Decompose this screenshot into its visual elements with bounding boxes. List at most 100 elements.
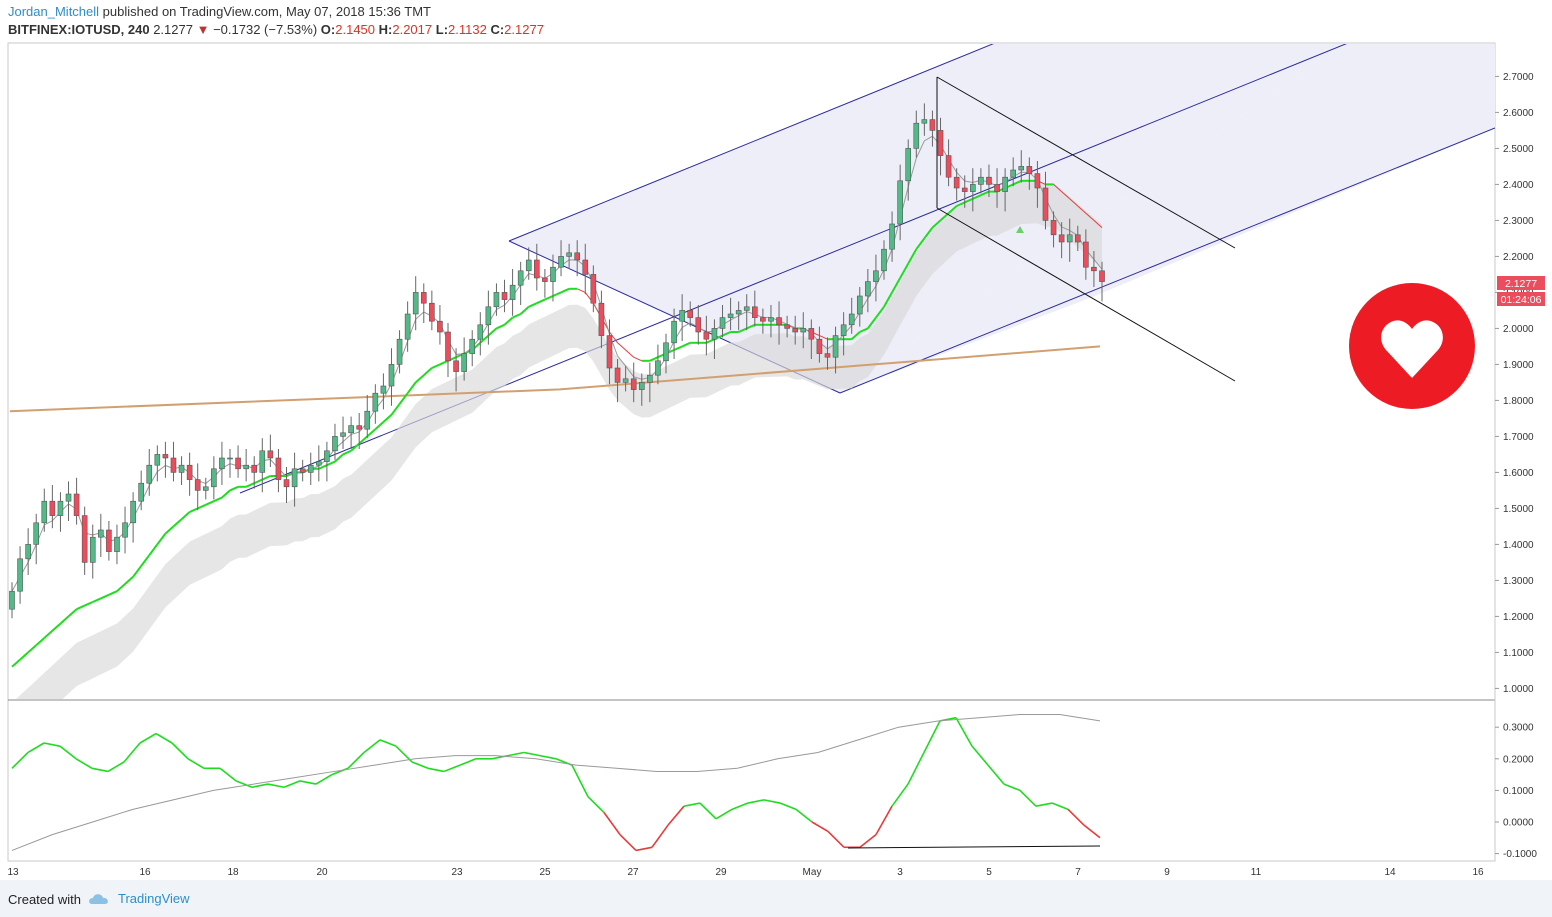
time-axis[interactable]: 13 16 18 20 23 25 27 29 May 3 5 7 9 11 14 16	[7, 867, 1484, 878]
ema-segment	[180, 511, 191, 520]
author-link[interactable]: Jordan_Mitchell	[8, 4, 100, 19]
osc-segment	[27, 742, 45, 754]
osc-segment	[699, 802, 717, 820]
fast-ma-polyline	[11, 135, 1103, 592]
ema-band-cloud	[16, 180, 1102, 699]
candle-body	[840, 324, 847, 336]
osc-segment	[1051, 802, 1069, 811]
x-tick-label: 20	[316, 867, 328, 878]
signal-arrow-icon	[1016, 226, 1024, 233]
ema-segment	[487, 327, 498, 337]
ema-segment	[722, 331, 731, 337]
oscillator-axis[interactable]: 0.3000 0.2000 0.1000 0.0000 -0.1000	[1495, 723, 1537, 860]
candle-body	[945, 155, 952, 178]
osc-segment	[171, 742, 189, 760]
candle-body	[582, 259, 589, 275]
osc-segment	[59, 745, 77, 760]
osc-segment	[427, 767, 445, 773]
osc-segment	[1003, 783, 1021, 792]
trendline-lower[interactable]	[936, 207, 1236, 382]
ema-segment	[439, 359, 449, 366]
candle-body	[348, 425, 354, 434]
osc-segment	[651, 824, 669, 848]
x-tick-label: 9	[1164, 867, 1170, 878]
candle-body	[509, 284, 516, 300]
osc-segment	[507, 751, 525, 757]
ema-segment	[544, 295, 554, 301]
candle-body	[98, 529, 104, 538]
candle-body	[808, 328, 815, 340]
ema-segment	[819, 335, 828, 340]
price-change: −0.1732 (−7.53%)	[213, 22, 318, 37]
ema-segment	[552, 291, 562, 297]
y-tick-label: 2.5000	[1503, 144, 1534, 155]
candle-body	[275, 457, 282, 480]
candle-body	[130, 500, 136, 524]
ema-segment	[326, 460, 336, 467]
candle-body	[905, 148, 912, 182]
candle-body	[243, 464, 249, 470]
candle-body	[873, 270, 879, 282]
ema-segment	[27, 644, 37, 654]
osc-segment	[619, 834, 637, 852]
candle-body	[283, 479, 290, 488]
osc-divergence-line[interactable]	[847, 845, 1101, 849]
candle-body	[299, 468, 306, 473]
candle-body	[162, 454, 169, 459]
candle-body	[784, 324, 790, 329]
x-tick-label: 23	[451, 867, 463, 878]
ema-segment	[528, 302, 538, 308]
osc-segment	[571, 764, 589, 798]
candle-body	[550, 266, 556, 282]
channel-lower-line[interactable]	[839, 127, 1495, 394]
countdown-tag-text: 01:24:06	[1501, 294, 1542, 306]
x-tick-label: 11	[1251, 867, 1262, 878]
symbol-name[interactable]: BITFINEX:IOTUSD, 240	[8, 22, 150, 37]
candle-body	[921, 119, 928, 124]
candle-body	[1010, 169, 1016, 178]
osc-segment	[107, 761, 125, 773]
candle-body	[792, 328, 798, 333]
candle-body	[493, 292, 500, 308]
x-tick-label: 27	[627, 867, 639, 878]
ema-segment	[318, 464, 328, 470]
candle-body	[211, 468, 217, 488]
osc-segment	[459, 758, 477, 766]
candle-body	[364, 410, 371, 430]
price-chart[interactable]: 2.70002.60002.50002.40002.30002.20002.10…	[0, 0, 1552, 880]
heart-badge[interactable]	[1349, 283, 1475, 409]
ema-segment	[883, 291, 893, 308]
candle-body	[501, 292, 508, 300]
open-value: 2.1450	[335, 22, 376, 37]
candle-body	[598, 302, 605, 336]
candle-body	[445, 331, 451, 362]
trendline-upper[interactable]	[936, 76, 1236, 249]
price-axis[interactable]: 2.70002.60002.50002.40002.30002.20002.10…	[1495, 72, 1534, 695]
osc-segment	[907, 752, 925, 785]
osc-segment	[379, 739, 397, 747]
publish-text: published on TradingView.com, May 07, 20…	[102, 4, 431, 19]
ema-segment	[366, 428, 376, 438]
last-price-tag: 2.1277	[1497, 276, 1545, 290]
osc-tick-label: 0.3000	[1503, 723, 1534, 734]
candle-body	[711, 328, 718, 340]
y-tick-label: 1.1000	[1503, 648, 1534, 659]
candle-body	[743, 306, 750, 311]
ema-segment	[520, 306, 530, 315]
candle-body	[307, 464, 314, 473]
candle-body	[1083, 241, 1089, 268]
osc-segment	[219, 767, 237, 782]
tradingview-link[interactable]: TradingView	[118, 891, 190, 906]
candle-body	[913, 122, 920, 149]
candle-body	[485, 306, 492, 326]
candle-body	[614, 367, 621, 383]
candle-body	[638, 382, 645, 390]
candle-body	[106, 529, 112, 552]
candle-body	[1018, 166, 1025, 171]
ema-segment	[382, 414, 393, 423]
trendlines[interactable]	[936, 76, 1236, 382]
channel-upper-line[interactable]	[508, 43, 995, 242]
candle-body	[865, 281, 871, 297]
ema-segment	[891, 277, 902, 293]
ema-segment	[84, 601, 94, 607]
